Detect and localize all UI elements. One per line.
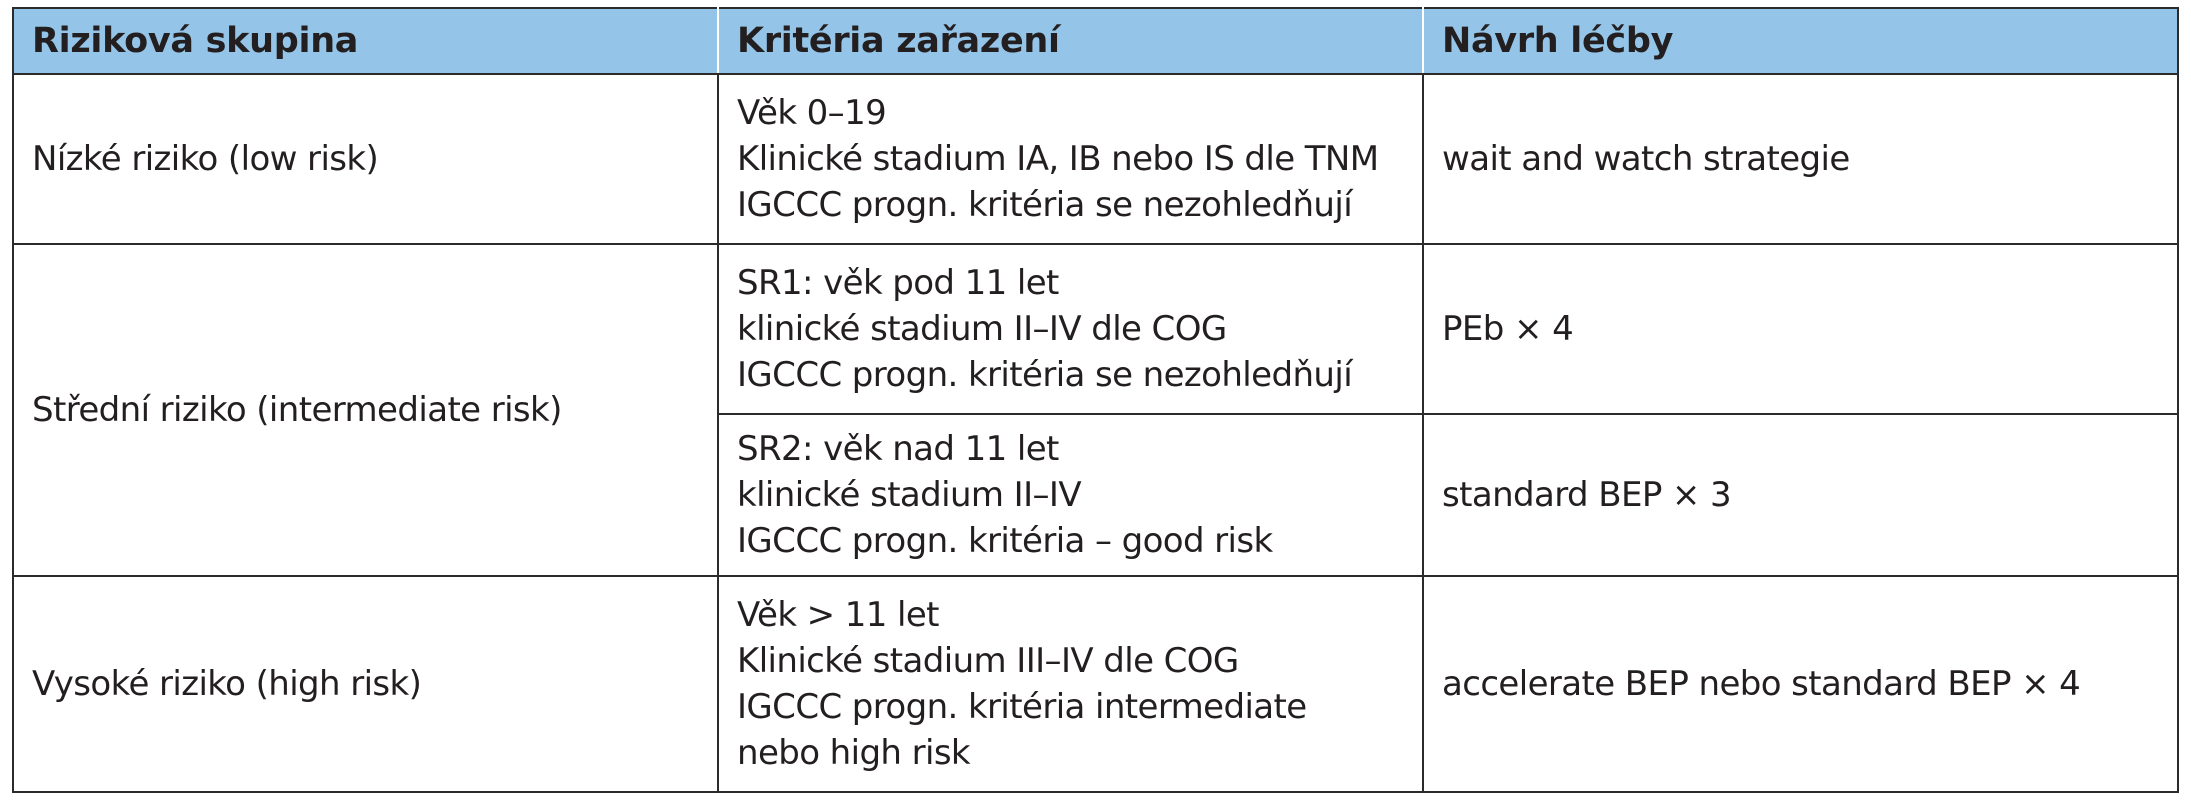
risk-group-cell: Nízké riziko (low risk) — [12, 73, 719, 245]
table-header-row: Riziková skupina Kritéria zařazení Návrh… — [12, 7, 2179, 75]
table-row-intermediate-risk-sr1: Střední riziko (intermediate risk) SR1: … — [12, 243, 2179, 577]
criteria-line: Klinické stadium III–IV dle COG — [737, 641, 1239, 681]
criteria-line: IGCCC progn. kritéria se nezohledňují — [737, 185, 1353, 225]
criteria-line: Věk > 11 let — [737, 595, 940, 635]
criteria-line: nebo high risk — [737, 733, 971, 773]
criteria-line: SR1: věk pod 11 let — [737, 263, 1059, 303]
table-row-low-risk: Nízké riziko (low risk) Věk 0–19 Klinick… — [12, 73, 2179, 245]
criteria-line: IGCCC progn. kritéria – good risk — [737, 521, 1273, 561]
criteria-cell: SR2: věk nad 11 let klinické stadium II–… — [717, 413, 1424, 577]
criteria-line: Věk 0–19 — [737, 93, 887, 133]
table-row-intermediate-risk-sr2: SR2: věk nad 11 let klinické stadium II–… — [13, 413, 2179, 577]
table-row-high-risk: Vysoké riziko (high risk) Věk > 11 let K… — [12, 575, 2179, 793]
criteria-line: IGCCC progn. kritéria intermediate — [737, 687, 1307, 727]
criteria-line: SR2: věk nad 11 let — [737, 429, 1059, 469]
risk-group-table: Riziková skupina Kritéria zařazení Návrh… — [12, 7, 2179, 793]
header-criteria: Kritéria zařazení — [717, 7, 1424, 75]
criteria-cell: Věk > 11 let Klinické stadium III–IV dle… — [717, 575, 1424, 793]
criteria-line: IGCCC progn. kritéria se nezohledňují — [737, 355, 1353, 395]
risk-group-cell: Vysoké riziko (high risk) — [12, 575, 719, 793]
criteria-line: klinické stadium II–IV — [737, 475, 1082, 515]
criteria-line: Klinické stadium IA, IB nebo IS dle TNM — [737, 139, 1379, 179]
criteria-cell: Věk 0–19 Klinické stadium IA, IB nebo IS… — [717, 73, 1424, 245]
header-risk-group: Riziková skupina — [12, 7, 719, 75]
treatment-cell: accelerate BEP nebo standard BEP × 4 — [1422, 575, 2179, 793]
treatment-cell: wait and watch strategie — [1422, 73, 2179, 245]
risk-group-cell: Střední riziko (intermediate risk) — [12, 243, 719, 577]
treatment-cell: PEb × 4 — [1422, 243, 2179, 415]
criteria-cell: SR1: věk pod 11 let klinické stadium II–… — [717, 243, 1424, 415]
header-treatment: Návrh léčby — [1422, 7, 2179, 75]
criteria-line: klinické stadium II–IV dle COG — [737, 309, 1227, 349]
treatment-cell: standard BEP × 3 — [1422, 413, 2179, 577]
